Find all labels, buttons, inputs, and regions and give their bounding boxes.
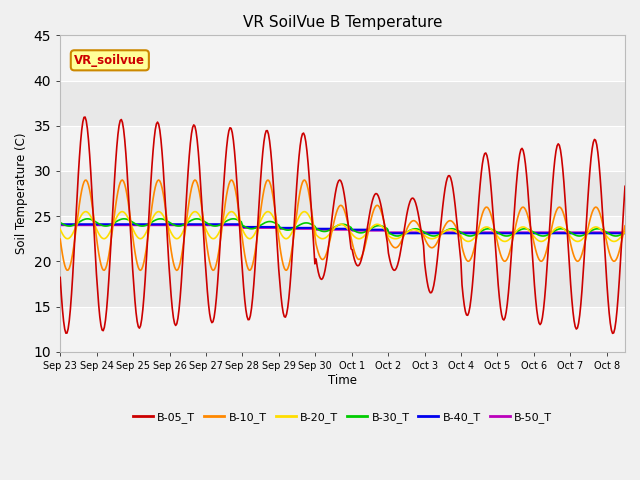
Y-axis label: Soil Temperature (C): Soil Temperature (C) (15, 133, 28, 254)
Bar (60, 307, 625, 352)
Bar (60, 36, 625, 81)
Bar (60, 126, 625, 171)
Title: VR SoilVue B Temperature: VR SoilVue B Temperature (243, 15, 442, 30)
X-axis label: Time: Time (328, 373, 357, 386)
Text: VR_soilvue: VR_soilvue (74, 54, 145, 67)
Legend: B-05_T, B-10_T, B-20_T, B-30_T, B-40_T, B-50_T: B-05_T, B-10_T, B-20_T, B-30_T, B-40_T, … (129, 408, 557, 428)
Bar (60, 216, 625, 261)
